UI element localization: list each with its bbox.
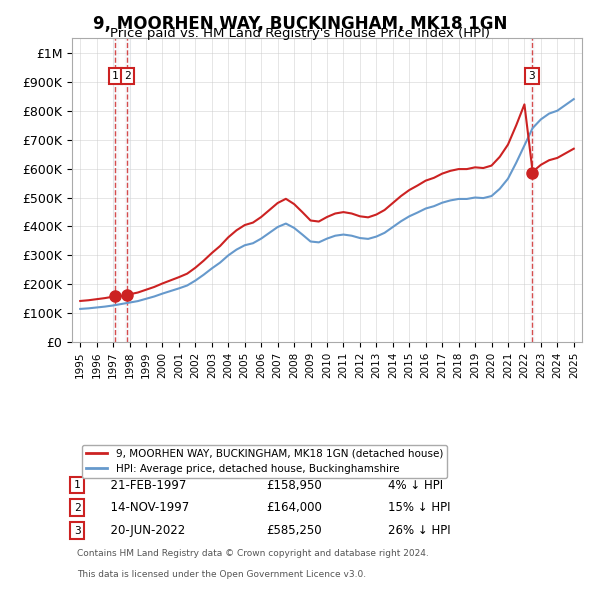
Text: 2: 2 [74,503,80,513]
Text: 1: 1 [74,480,80,490]
Text: This data is licensed under the Open Government Licence v3.0.: This data is licensed under the Open Gov… [77,570,366,579]
Text: 9, MOORHEN WAY, BUCKINGHAM, MK18 1GN: 9, MOORHEN WAY, BUCKINGHAM, MK18 1GN [93,15,507,33]
Text: 15% ↓ HPI: 15% ↓ HPI [388,502,451,514]
Bar [113,38,118,342]
Legend: 9, MOORHEN WAY, BUCKINGHAM, MK18 1GN (detached house), HPI: Average price, detac: 9, MOORHEN WAY, BUCKINGHAM, MK18 1GN (de… [82,445,447,478]
Text: £585,250: £585,250 [266,524,322,537]
Text: 26% ↓ HPI: 26% ↓ HPI [388,524,451,537]
Text: 20-JUN-2022: 20-JUN-2022 [103,524,185,537]
Text: 3: 3 [529,71,535,81]
Text: £164,000: £164,000 [266,502,322,514]
Text: 4% ↓ HPI: 4% ↓ HPI [388,478,443,491]
Text: 14-NOV-1997: 14-NOV-1997 [103,502,189,514]
Text: 3: 3 [74,526,80,536]
Text: Price paid vs. HM Land Registry's House Price Index (HPI): Price paid vs. HM Land Registry's House … [110,27,490,40]
Bar [530,38,535,342]
Text: 2: 2 [124,71,131,81]
Bar [125,38,130,342]
Text: 21-FEB-1997: 21-FEB-1997 [103,478,186,491]
Text: Contains HM Land Registry data © Crown copyright and database right 2024.: Contains HM Land Registry data © Crown c… [77,549,429,558]
Text: £158,950: £158,950 [266,478,322,491]
Text: 1: 1 [112,71,119,81]
